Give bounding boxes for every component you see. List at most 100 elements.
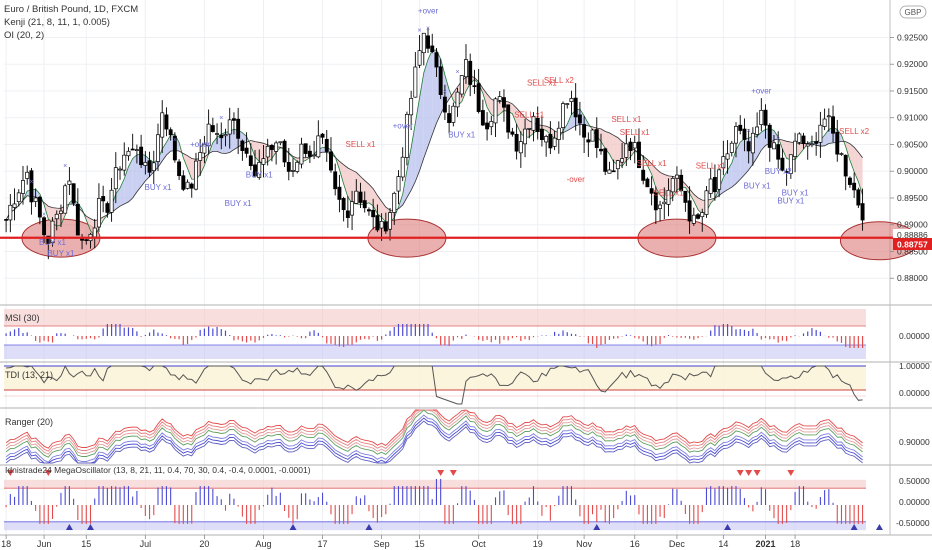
candle-body[interactable] xyxy=(299,143,304,165)
candle-body[interactable] xyxy=(202,143,207,154)
candle-body[interactable] xyxy=(388,212,392,230)
candle-body[interactable] xyxy=(763,109,768,126)
candle-body[interactable] xyxy=(856,189,861,206)
candle-body[interactable] xyxy=(50,220,55,244)
candle-body[interactable] xyxy=(704,190,709,215)
candle-body[interactable] xyxy=(413,66,418,98)
candle-body[interactable] xyxy=(54,213,59,220)
candle-body[interactable] xyxy=(493,98,498,124)
candle-body[interactable] xyxy=(223,134,228,137)
candle-body[interactable] xyxy=(269,145,274,150)
candle-body[interactable] xyxy=(210,125,215,132)
candle-body[interactable] xyxy=(278,141,283,144)
candle-body[interactable] xyxy=(16,192,21,202)
candle-body[interactable] xyxy=(295,161,300,172)
candle-body[interactable] xyxy=(586,139,591,143)
candle-body[interactable] xyxy=(476,83,481,112)
candle-body[interactable] xyxy=(611,170,616,173)
candle-body[interactable] xyxy=(447,113,452,124)
candle-body[interactable] xyxy=(615,160,620,170)
candle-body[interactable] xyxy=(350,201,355,216)
candle-body[interactable] xyxy=(219,134,224,139)
candle-body[interactable] xyxy=(37,196,42,218)
candle-body[interactable] xyxy=(860,203,865,221)
candle-body[interactable] xyxy=(362,200,367,209)
candle-body[interactable] xyxy=(738,124,743,131)
candle-body[interactable] xyxy=(12,203,17,208)
candle-body[interactable] xyxy=(354,190,359,204)
candle-body[interactable] xyxy=(708,178,713,194)
candle-body[interactable] xyxy=(750,132,755,154)
candle-body[interactable] xyxy=(793,140,798,157)
candle-body[interactable] xyxy=(472,85,477,88)
candle-body[interactable] xyxy=(607,169,612,174)
candle-body[interactable] xyxy=(539,128,544,141)
candle-body[interactable] xyxy=(852,182,857,191)
candle-body[interactable] xyxy=(839,153,844,155)
candle-body[interactable] xyxy=(253,164,257,177)
candle-body[interactable] xyxy=(438,66,443,95)
candle-body[interactable] xyxy=(451,105,456,123)
candle-body[interactable] xyxy=(96,198,101,228)
candle-body[interactable] xyxy=(653,191,658,211)
candle-body[interactable] xyxy=(160,112,165,138)
candle-body[interactable] xyxy=(286,162,291,172)
candle-body[interactable] xyxy=(818,124,823,143)
candle-body[interactable] xyxy=(510,131,515,135)
candle-body[interactable] xyxy=(531,115,536,131)
candle-body[interactable] xyxy=(489,121,494,128)
candle-body[interactable] xyxy=(375,215,380,231)
candle-body[interactable] xyxy=(71,183,76,204)
candle-body[interactable] xyxy=(759,109,764,125)
candle-body[interactable] xyxy=(257,161,262,178)
candle-body[interactable] xyxy=(282,140,287,163)
candle-body[interactable] xyxy=(147,160,152,173)
candle-body[interactable] xyxy=(523,128,528,145)
candle-body[interactable] xyxy=(84,239,89,242)
candle-body[interactable] xyxy=(556,127,561,140)
candle-body[interactable] xyxy=(485,122,490,130)
candle-body[interactable] xyxy=(366,209,371,212)
candle-body[interactable] xyxy=(358,191,363,203)
candle-body[interactable] xyxy=(21,180,25,194)
candle-body[interactable] xyxy=(396,176,401,192)
candle-body[interactable] xyxy=(843,154,848,177)
candle-body[interactable] xyxy=(400,156,405,178)
candle-body[interactable] xyxy=(632,142,637,149)
candle-body[interactable] xyxy=(700,212,705,218)
candle-body[interactable] xyxy=(826,115,831,118)
candle-body[interactable] xyxy=(113,167,118,190)
candle-body[interactable] xyxy=(265,145,270,158)
candle-body[interactable] xyxy=(307,150,312,157)
candle-body[interactable] xyxy=(780,157,785,171)
candle-body[interactable] xyxy=(67,180,72,185)
candle-body[interactable] xyxy=(126,150,131,157)
candle-body[interactable] xyxy=(847,177,852,185)
candle-body[interactable] xyxy=(712,177,717,193)
candle-body[interactable] xyxy=(645,178,650,188)
candle-body[interactable] xyxy=(421,32,426,54)
candle-body[interactable] xyxy=(788,154,793,174)
candle-body[interactable] xyxy=(379,221,384,229)
candle-body[interactable] xyxy=(552,137,557,147)
candle-body[interactable] xyxy=(164,114,169,130)
candle-body[interactable] xyxy=(455,91,460,108)
candle-body[interactable] xyxy=(426,35,430,49)
candle-body[interactable] xyxy=(337,186,342,200)
candle-body[interactable] xyxy=(662,201,667,205)
candle-body[interactable] xyxy=(755,126,760,135)
candle-body[interactable] xyxy=(206,123,211,147)
candle-body[interactable] xyxy=(261,158,266,165)
candle-body[interactable] xyxy=(29,170,34,203)
candle-body[interactable] xyxy=(156,134,160,162)
candle-body[interactable] xyxy=(725,153,730,160)
candle-body[interactable] xyxy=(603,148,608,172)
candle-body[interactable] xyxy=(46,235,51,244)
candle-body[interactable] xyxy=(42,217,47,236)
candle-body[interactable] xyxy=(92,227,97,238)
candle-body[interactable] xyxy=(134,149,139,152)
candle-body[interactable] xyxy=(767,124,772,148)
candle-body[interactable] xyxy=(248,155,253,167)
candle-body[interactable] xyxy=(544,136,549,143)
